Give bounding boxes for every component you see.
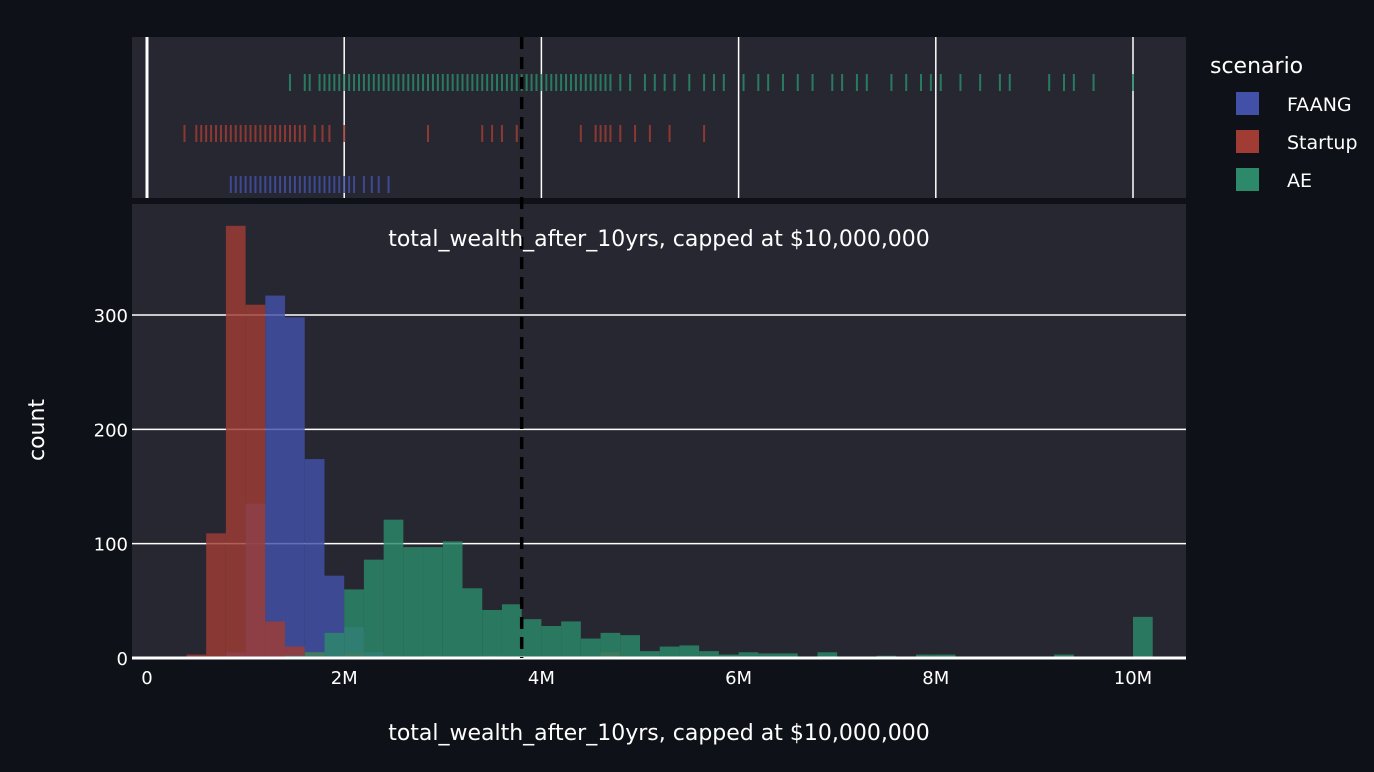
legend-label: FAANG (1287, 94, 1352, 116)
legend-item-faang[interactable]: FAANG (1236, 92, 1352, 116)
bar-ae (383, 519, 404, 658)
bar-ae (344, 589, 364, 658)
bar-startup (245, 304, 266, 658)
bar-ae (817, 652, 838, 658)
x-axis-ticks: 0 2M 4M 6M 8M 10M (141, 668, 1152, 689)
bar-startup (186, 654, 207, 658)
legend-swatch (1236, 168, 1259, 191)
x-tick-label: 6M (725, 668, 752, 689)
legend-swatch (1236, 92, 1259, 115)
bar-ae (1133, 616, 1153, 658)
bar-ae (916, 654, 936, 658)
bar-startup (206, 533, 226, 658)
rug-panel (132, 37, 1186, 198)
legend-swatch (1236, 130, 1259, 153)
x-axis-title: total_wealth_after_10yrs, capped at $10,… (388, 721, 930, 746)
rug-marks (183, 74, 1134, 193)
bar-ae (738, 652, 759, 658)
bar-ae (620, 635, 640, 658)
bar-ae (501, 604, 522, 658)
bar-faang (304, 459, 325, 658)
bar-startup (285, 646, 305, 658)
bar-ae (699, 651, 719, 658)
bar-ae (679, 645, 700, 658)
legend-label: AE (1287, 170, 1312, 192)
y-axis-ticks: 0 100 200 300 (94, 306, 128, 670)
x-tick-label: 4M (528, 668, 555, 689)
x-tick-label: 10M (1114, 668, 1152, 689)
bar-ae (600, 632, 621, 658)
bar-ae (1054, 654, 1074, 658)
bar-ae (778, 653, 798, 658)
bar-ae (442, 541, 463, 658)
legend-title: scenario (1210, 54, 1303, 79)
legend-label: Startup (1287, 132, 1358, 154)
bar-ae (521, 619, 542, 658)
rug-gridlines (145, 37, 1134, 198)
bar-ae (541, 625, 562, 658)
legend[interactable]: scenario FAANG Startup AE (1210, 54, 1358, 192)
x-tick-label: 0 (141, 668, 152, 689)
bar-ae (462, 588, 483, 658)
y-tick-label: 300 (94, 306, 128, 327)
y-tick-label: 0 (117, 649, 128, 670)
bar-ae (640, 651, 660, 658)
bar-ae (324, 632, 345, 658)
bar-ae (718, 654, 739, 658)
bar-ae (423, 547, 443, 658)
bar-ae (659, 646, 680, 658)
y-tick-label: 100 (94, 535, 128, 556)
y-axis-title: count (25, 399, 50, 461)
chart-title: total_wealth_after_10yrs, capped at $10,… (388, 227, 930, 252)
bar-ae (363, 559, 384, 658)
x-tick-label: 8M (922, 668, 949, 689)
bar-faang (265, 295, 286, 658)
bar-startup (225, 225, 246, 658)
bar-ae (304, 652, 325, 658)
bar-ae (580, 638, 601, 658)
bar-startup (265, 621, 286, 658)
y-tick-label: 200 (94, 420, 128, 441)
bar-ae (935, 654, 956, 658)
histogram-bars (186, 225, 1153, 658)
bar-faang (285, 317, 305, 658)
x-tick-label: 2M (331, 668, 358, 689)
bar-ae (561, 621, 581, 658)
legend-item-startup[interactable]: Startup (1236, 130, 1358, 154)
bar-ae (482, 609, 502, 658)
bar-ae (403, 547, 424, 658)
bar-ae (758, 653, 779, 658)
legend-item-ae[interactable]: AE (1236, 168, 1312, 192)
bar-series-ae (285, 519, 1153, 658)
